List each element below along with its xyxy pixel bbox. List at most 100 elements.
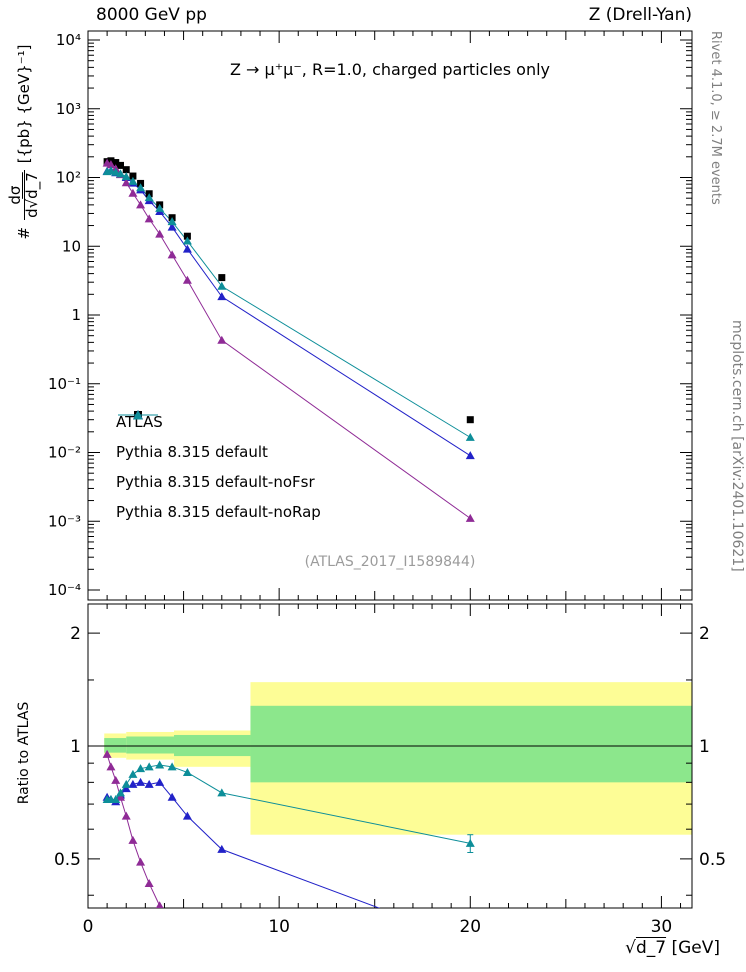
beam-energy-label: 8000 GeV pp [96, 5, 207, 25]
band-green [250, 705, 692, 783]
x-tick-label: 30 [651, 917, 673, 937]
band-green [126, 736, 175, 754]
y-tick-label: 10⁻³ [48, 512, 81, 530]
ticks [87, 31, 692, 908]
ratio-y-axis-label: Ratio to ATLAS [16, 701, 32, 805]
data-point-triangle [182, 236, 192, 245]
data-point-triangle [167, 250, 177, 259]
y-label-denominator-prefix: d√ [22, 198, 41, 218]
data-point-triangle [121, 178, 131, 187]
data-point-triangle [217, 844, 227, 853]
data-point-triangle [182, 275, 192, 284]
y-tick-label: 10⁻⁴ [48, 581, 81, 599]
data-point-triangle [115, 169, 125, 178]
main-series [102, 157, 475, 522]
band-green [104, 738, 127, 753]
data-point-triangle [182, 244, 192, 253]
process-label: Z (Drell-Yan) [588, 5, 692, 25]
y-tick-label: 1 [71, 306, 81, 324]
data-point-triangle [217, 281, 227, 290]
data-point-triangle [128, 176, 138, 185]
data-point-square [129, 172, 137, 180]
data-point-square [116, 161, 124, 169]
data-point-triangle [115, 788, 125, 797]
data-point-square [112, 159, 120, 167]
legend-item: Pythia 8.315 default-noRap [116, 410, 321, 527]
data-point-triangle [128, 779, 138, 788]
data-point-triangle [465, 513, 475, 522]
data-point-square [466, 416, 474, 424]
data-point-triangle [136, 777, 146, 786]
y-tick-label: 10⁻² [48, 444, 81, 462]
data-point-square [218, 274, 226, 282]
data-point-triangle [144, 193, 154, 202]
y-tick-label: 10² [56, 169, 81, 187]
data-point-triangle [167, 217, 177, 226]
data-point-triangle [136, 764, 146, 773]
y-label-numerator: dσ [6, 185, 24, 205]
legend-item: Pythia 8.315 default [116, 410, 321, 467]
analysis-id-watermark: (ATLAS_2017_I1589844) [304, 554, 476, 570]
x-label-sqrt: √ [625, 938, 636, 958]
data-point-triangle [111, 795, 121, 804]
data-point-triangle [121, 779, 131, 788]
data-point-triangle [121, 172, 131, 181]
legend-label: Pythia 8.315 default-noRap [116, 503, 321, 521]
data-point-triangle [155, 760, 165, 769]
ratio-y-tick-label: 2 [70, 624, 81, 644]
data-point-triangle [111, 775, 121, 784]
y-tick-label: 10³ [56, 100, 81, 118]
data-point-triangle [144, 878, 154, 887]
data-point-triangle [465, 432, 475, 441]
data-point-triangle [115, 792, 125, 801]
ratio-y-tick-label: 1 [699, 737, 710, 757]
y-tick-label: 10⁴ [56, 31, 81, 49]
x-axis-label: √d_7 [GeV] [625, 938, 720, 958]
legend-item: Pythia 8.315 default-noFsr [116, 410, 321, 497]
ratio-y-tick-label: 1 [70, 737, 81, 757]
y-label-denominator-arg: d_7 [22, 172, 41, 199]
data-point-triangle [167, 222, 177, 231]
x-label-units: [GeV] [666, 938, 720, 958]
ratio-frame [87, 603, 693, 909]
tick-labels: 10⁴ 10³ 10² 10 1 10⁻¹ 10⁻² 10⁻³ 10⁻⁴ 2 2 1 1 0.5 0.5 0 1… [48, 31, 726, 937]
ratio-y-tick-label: 0.5 [699, 850, 726, 870]
data-point-triangle [217, 788, 227, 797]
y-tick-label: 10 [62, 237, 81, 255]
legend-triangle-marker-icon [118, 410, 158, 420]
legend: ATLAS Pythia 8.315 default Pythia 8.315 de… [116, 407, 321, 527]
y-tick-label: 10⁻¹ [48, 375, 81, 393]
y-label-units: [{pb} {GeV}⁻¹] [15, 44, 34, 164]
ratio-y-tick-label: 0.5 [54, 850, 81, 870]
data-point-triangle [167, 762, 177, 771]
data-point-triangle [217, 335, 227, 344]
legend-label: Pythia 8.315 default [116, 443, 268, 461]
data-point-triangle [136, 183, 146, 192]
data-point-triangle [111, 167, 121, 176]
ratio-series [102, 749, 475, 908]
data-point-triangle [155, 203, 165, 212]
legend-marker [133, 410, 143, 420]
data-point-square [122, 166, 130, 174]
data-point-triangle [182, 767, 192, 776]
x-label-arg: d_7 [635, 938, 667, 958]
data-point-triangle [155, 229, 165, 238]
data-point-triangle [102, 749, 112, 758]
data-point-triangle [106, 160, 116, 169]
data-point-triangle [128, 769, 138, 778]
uncertainty-bands [104, 682, 692, 835]
x-tick-label: 0 [83, 917, 94, 937]
data-point-triangle [121, 811, 131, 820]
y-label-fraction: dσ d√d_7 [6, 170, 41, 220]
legend-label: Pythia 8.315 default-noFsr [116, 473, 315, 491]
data-point-triangle [182, 811, 192, 820]
plot-title: Z → μ⁺μ⁻, R=1.0, charged particles only [230, 60, 550, 79]
y-label-denominator: d√d_7 [22, 170, 41, 220]
data-point-triangle [136, 200, 146, 209]
data-point-triangle [121, 784, 131, 793]
data-point-square [183, 232, 191, 240]
ratio-y-tick-label: 2 [699, 624, 710, 644]
data-point-triangle [155, 777, 165, 786]
